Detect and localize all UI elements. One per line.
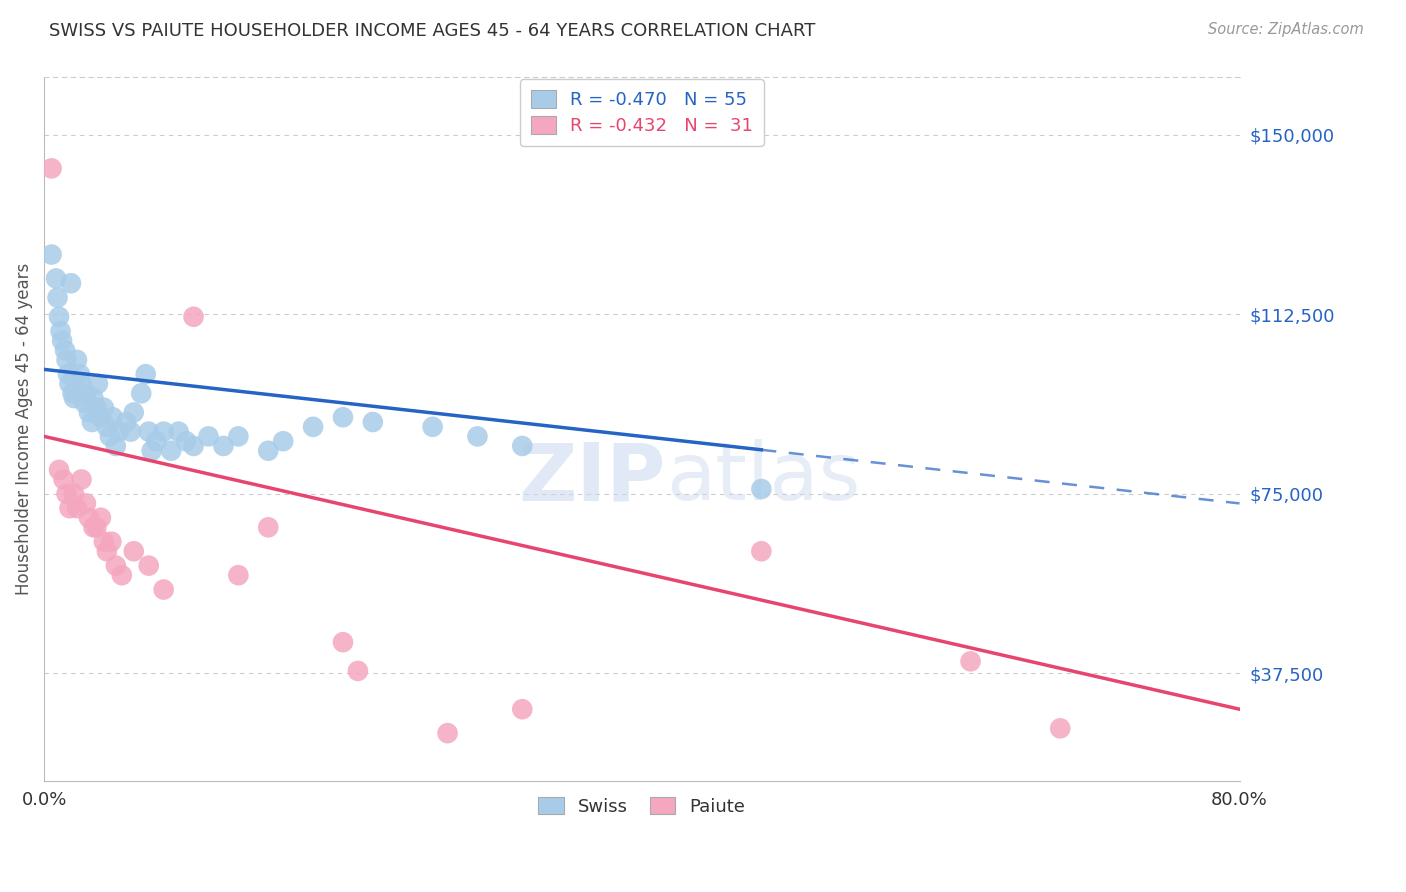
Point bbox=[90, 510, 112, 524]
Point bbox=[174, 434, 197, 449]
Point bbox=[104, 439, 127, 453]
Point bbox=[60, 277, 83, 291]
Point bbox=[82, 520, 104, 534]
Point bbox=[332, 410, 354, 425]
Point bbox=[167, 425, 190, 439]
Point bbox=[467, 429, 489, 443]
Text: SWISS VS PAIUTE HOUSEHOLDER INCOME AGES 45 - 64 YEARS CORRELATION CHART: SWISS VS PAIUTE HOUSEHOLDER INCOME AGES … bbox=[49, 22, 815, 40]
Point bbox=[959, 654, 981, 668]
Point bbox=[160, 443, 183, 458]
Point bbox=[751, 482, 773, 496]
Point bbox=[52, 473, 75, 487]
Text: atlas: atlas bbox=[665, 440, 860, 517]
Point bbox=[100, 534, 122, 549]
Point bbox=[63, 487, 86, 501]
Point bbox=[70, 473, 93, 487]
Point bbox=[111, 568, 134, 582]
Point bbox=[96, 544, 118, 558]
Point bbox=[56, 367, 79, 381]
Point bbox=[66, 501, 89, 516]
Point bbox=[145, 434, 167, 449]
Point bbox=[138, 558, 160, 573]
Point bbox=[96, 420, 118, 434]
Point bbox=[751, 544, 773, 558]
Point bbox=[183, 310, 205, 324]
Point bbox=[69, 367, 91, 381]
Point bbox=[45, 271, 67, 285]
Point bbox=[115, 415, 138, 429]
Point bbox=[80, 415, 103, 429]
Point bbox=[197, 429, 219, 443]
Point bbox=[75, 386, 97, 401]
Point bbox=[422, 420, 444, 434]
Point bbox=[51, 334, 73, 348]
Point bbox=[1049, 722, 1071, 736]
Point bbox=[101, 410, 124, 425]
Point bbox=[122, 405, 145, 419]
Point bbox=[86, 520, 108, 534]
Point bbox=[152, 425, 174, 439]
Point bbox=[361, 415, 384, 429]
Point bbox=[257, 443, 280, 458]
Point bbox=[104, 558, 127, 573]
Point bbox=[58, 501, 80, 516]
Point bbox=[41, 247, 63, 261]
Point bbox=[62, 386, 84, 401]
Y-axis label: Householder Income Ages 45 - 64 years: Householder Income Ages 45 - 64 years bbox=[15, 263, 32, 595]
Point bbox=[48, 310, 70, 324]
Point bbox=[510, 439, 533, 453]
Point bbox=[135, 367, 157, 381]
Point bbox=[212, 439, 235, 453]
Point bbox=[70, 376, 93, 391]
Point bbox=[48, 463, 70, 477]
Point bbox=[73, 396, 96, 410]
Point bbox=[122, 544, 145, 558]
Point bbox=[152, 582, 174, 597]
Point bbox=[58, 376, 80, 391]
Point bbox=[53, 343, 76, 358]
Point bbox=[75, 496, 97, 510]
Point bbox=[120, 425, 142, 439]
Text: Source: ZipAtlas.com: Source: ZipAtlas.com bbox=[1208, 22, 1364, 37]
Point bbox=[271, 434, 294, 449]
Text: ZIP: ZIP bbox=[519, 440, 665, 517]
Point bbox=[257, 520, 280, 534]
Point bbox=[87, 376, 110, 391]
Point bbox=[55, 352, 77, 367]
Point bbox=[228, 568, 250, 582]
Point bbox=[510, 702, 533, 716]
Point bbox=[141, 443, 163, 458]
Point bbox=[93, 401, 115, 415]
Point bbox=[86, 401, 108, 415]
Point bbox=[302, 420, 325, 434]
Point bbox=[77, 405, 100, 419]
Point bbox=[98, 429, 121, 443]
Point bbox=[129, 386, 152, 401]
Legend: Swiss, Paiute: Swiss, Paiute bbox=[529, 788, 755, 825]
Point bbox=[138, 425, 160, 439]
Point bbox=[228, 429, 250, 443]
Point bbox=[90, 410, 112, 425]
Point bbox=[93, 534, 115, 549]
Point bbox=[46, 291, 69, 305]
Point bbox=[41, 161, 63, 176]
Point bbox=[77, 510, 100, 524]
Point bbox=[332, 635, 354, 649]
Point bbox=[82, 391, 104, 405]
Point bbox=[66, 352, 89, 367]
Point bbox=[49, 324, 72, 338]
Point bbox=[436, 726, 458, 740]
Point bbox=[347, 664, 370, 678]
Point bbox=[108, 425, 131, 439]
Point bbox=[55, 487, 77, 501]
Point bbox=[63, 391, 86, 405]
Point bbox=[183, 439, 205, 453]
